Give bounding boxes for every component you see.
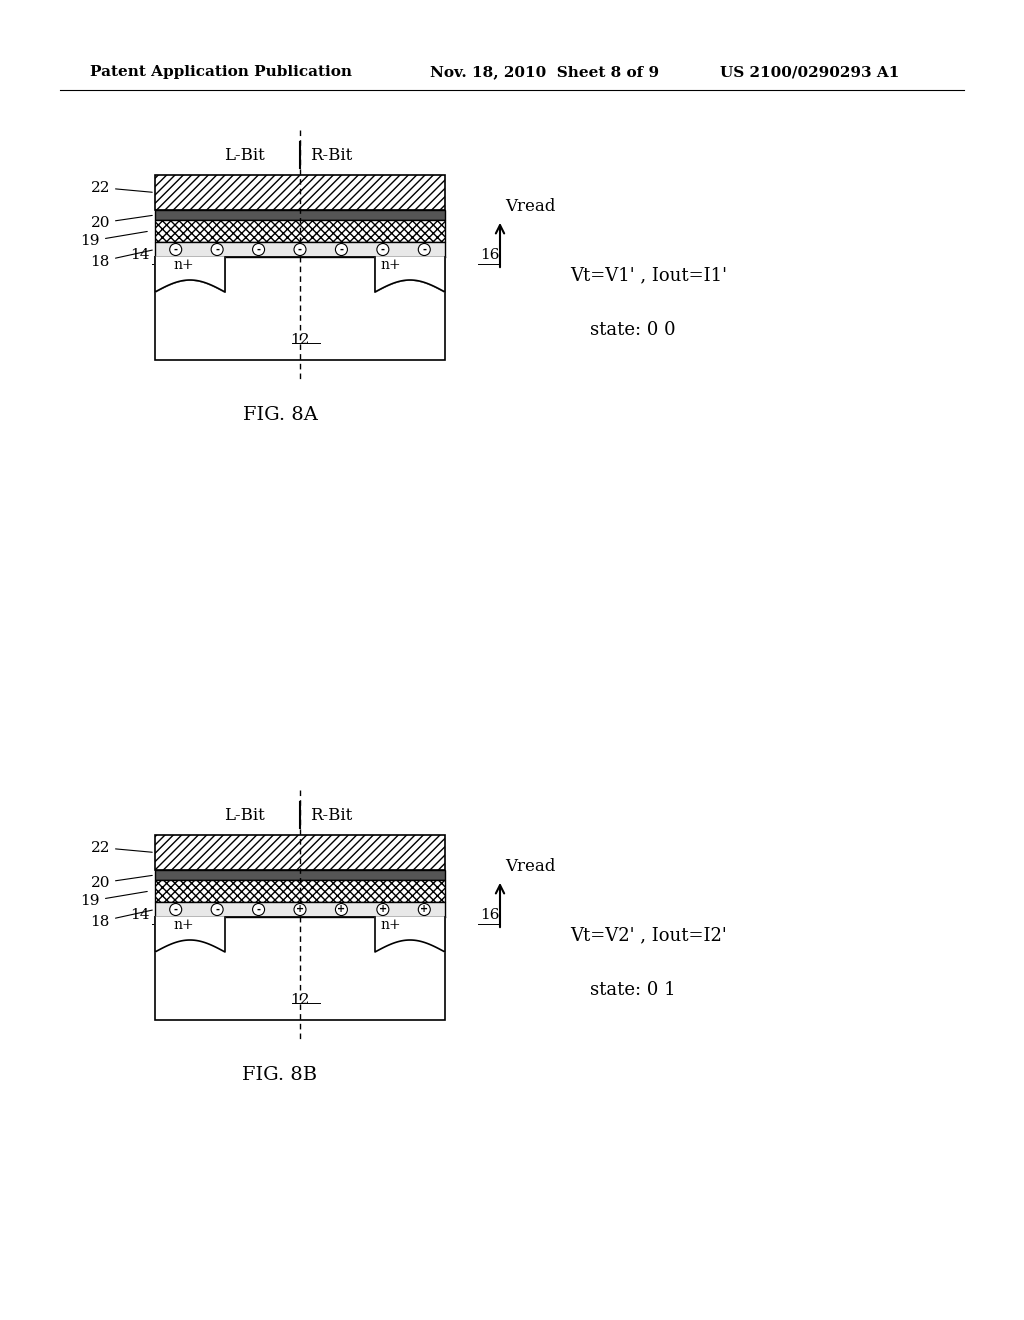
Bar [155, 902, 445, 917]
Text: 20: 20 [90, 875, 153, 890]
Circle shape [418, 243, 430, 256]
Circle shape [377, 243, 389, 256]
Text: n+: n+ [173, 257, 194, 272]
Text: -: - [215, 904, 219, 915]
Text: L-Bit: L-Bit [224, 807, 265, 824]
Text: R-Bit: R-Bit [310, 807, 352, 824]
Bar [155, 917, 445, 1020]
Polygon shape [155, 917, 225, 952]
Circle shape [294, 243, 306, 256]
Text: -: - [174, 904, 178, 915]
Text: 19: 19 [81, 231, 147, 248]
Text: +: + [420, 904, 428, 915]
Bar [155, 870, 445, 880]
Bar [155, 242, 445, 257]
Text: FIG. 8B: FIG. 8B [243, 1067, 317, 1084]
Circle shape [170, 243, 181, 256]
Text: Vt=V2' , Iout=I2': Vt=V2' , Iout=I2' [570, 927, 727, 944]
Text: 12: 12 [290, 333, 309, 347]
Text: -: - [257, 904, 260, 915]
Text: -: - [215, 244, 219, 255]
Text: -: - [174, 244, 178, 255]
Text: +: + [296, 904, 304, 915]
Text: n+: n+ [380, 257, 400, 272]
Text: state: 0 1: state: 0 1 [590, 981, 676, 999]
Text: 20: 20 [90, 215, 153, 230]
Text: -: - [422, 244, 426, 255]
Bar [155, 176, 445, 210]
Text: 14: 14 [130, 908, 150, 921]
Circle shape [170, 903, 181, 916]
Text: 14: 14 [130, 248, 150, 261]
Text: n+: n+ [380, 917, 400, 932]
Bar [155, 220, 445, 242]
Circle shape [336, 903, 347, 916]
Text: Nov. 18, 2010  Sheet 8 of 9: Nov. 18, 2010 Sheet 8 of 9 [430, 65, 659, 79]
Text: +: + [337, 904, 345, 915]
Text: FIG. 8A: FIG. 8A [243, 407, 317, 424]
Text: 19: 19 [81, 891, 147, 908]
Text: R-Bit: R-Bit [310, 147, 352, 164]
Text: +: + [379, 904, 387, 915]
Text: Vt=V1' , Iout=I1': Vt=V1' , Iout=I1' [570, 267, 727, 284]
Polygon shape [375, 257, 445, 292]
Circle shape [253, 243, 264, 256]
Text: Patent Application Publication: Patent Application Publication [90, 65, 352, 79]
Circle shape [336, 243, 347, 256]
Text: -: - [257, 244, 260, 255]
Bar [155, 176, 445, 210]
Circle shape [253, 903, 264, 916]
Text: -: - [381, 244, 385, 255]
Text: US 2100/0290293 A1: US 2100/0290293 A1 [720, 65, 899, 79]
Bar [155, 210, 445, 220]
Circle shape [211, 903, 223, 916]
Circle shape [418, 903, 430, 916]
Text: 22: 22 [90, 181, 153, 194]
Circle shape [377, 903, 389, 916]
Bar [155, 257, 445, 360]
Text: 18: 18 [91, 249, 153, 268]
Text: 18: 18 [91, 909, 153, 928]
Polygon shape [375, 917, 445, 952]
Text: Vread: Vread [505, 858, 555, 875]
Circle shape [294, 903, 306, 916]
Text: L-Bit: L-Bit [224, 147, 265, 164]
Text: Vread: Vread [505, 198, 555, 215]
Circle shape [211, 243, 223, 256]
Polygon shape [155, 257, 225, 292]
Text: n+: n+ [173, 917, 194, 932]
Bar [155, 880, 445, 902]
Text: -: - [339, 244, 343, 255]
Text: 12: 12 [290, 993, 309, 1007]
Bar [155, 836, 445, 870]
Text: 16: 16 [480, 908, 500, 921]
Bar [155, 257, 225, 292]
Bar [155, 836, 445, 870]
Text: 22: 22 [90, 841, 153, 854]
Text: -: - [298, 244, 302, 255]
Text: 16: 16 [480, 248, 500, 261]
Text: state: 0 0: state: 0 0 [590, 321, 676, 339]
